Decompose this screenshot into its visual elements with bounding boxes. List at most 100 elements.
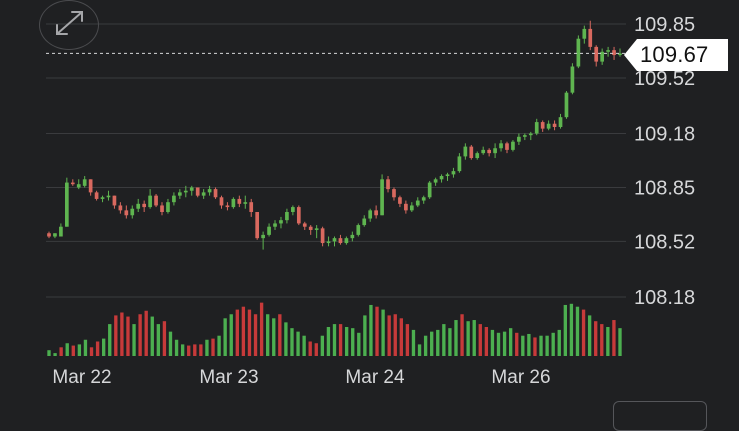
candle-body: [279, 220, 283, 224]
volume-bar: [594, 321, 598, 356]
candle-body: [148, 195, 152, 208]
candle-body: [427, 182, 432, 198]
last-price-value: 109.67: [640, 42, 709, 67]
candle-body: [606, 50, 610, 52]
volume-bar: [569, 303, 574, 356]
x-axis-label: Mar 22: [52, 367, 111, 388]
volume-bar: [59, 347, 63, 356]
volume-bar: [108, 324, 112, 356]
volume-bar: [442, 324, 446, 356]
candle-body: [142, 203, 147, 208]
volume-bar: [430, 331, 434, 356]
candle-body: [374, 210, 378, 216]
volume-bar: [235, 309, 239, 356]
volume-bar: [193, 344, 197, 356]
bottom-control[interactable]: [613, 401, 707, 431]
volume-bar: [508, 328, 513, 356]
volume-bar: [575, 306, 580, 356]
candle-body: [302, 223, 307, 227]
volume-bar: [150, 316, 154, 356]
volume-bar: [448, 328, 452, 356]
candle-body: [195, 187, 200, 196]
volume-bar: [338, 324, 343, 356]
volume-bar: [168, 331, 173, 356]
volume-bar: [515, 332, 519, 356]
volume-bar: [308, 341, 312, 356]
candle-body: [273, 223, 277, 227]
volume-bar: [326, 327, 331, 356]
candle-body: [564, 92, 569, 118]
volume-bar: [89, 347, 94, 356]
volume-bar: [101, 338, 106, 356]
price-chart[interactable]: 109.85 109.52 109.18 108.85 108.52 108.18 Mar…: [0, 0, 739, 415]
candle-body: [415, 200, 420, 206]
candle-body: [207, 189, 212, 193]
volume-bar: [496, 332, 501, 356]
candle-body: [517, 136, 521, 142]
volume-bar: [205, 339, 209, 356]
volume-bar: [132, 324, 136, 356]
volume-bar: [472, 320, 476, 356]
volume-bar: [290, 328, 294, 356]
candle-body: [314, 228, 319, 230]
candle-body: [481, 149, 486, 154]
x-axis-label: Mar 24: [345, 367, 405, 388]
volume-bar: [95, 341, 100, 356]
volume-bar: [284, 322, 288, 356]
volume-bar: [551, 332, 555, 356]
volume-bar: [247, 309, 252, 356]
candle-body: [350, 234, 355, 239]
volume-bar: [484, 327, 489, 356]
volume-bar: [423, 335, 428, 356]
expand-button[interactable]: [39, 0, 99, 50]
candlesticks: [47, 20, 622, 250]
candle-body: [398, 197, 402, 204]
candle-body: [362, 218, 367, 226]
volume-bar: [180, 344, 185, 356]
volume-bar: [351, 328, 355, 356]
candle-body: [600, 51, 605, 62]
candle-body: [112, 195, 117, 206]
volume-bar: [320, 335, 325, 356]
candle-body: [160, 205, 164, 212]
candle-body: [326, 241, 331, 244]
candle-body: [451, 171, 456, 175]
volume-bar: [344, 327, 349, 356]
volume-bar: [156, 324, 161, 356]
volume-bar: [138, 314, 142, 356]
candle-body: [404, 203, 408, 211]
candle-body: [582, 28, 587, 39]
volume-bar: [363, 315, 367, 356]
candle-body: [261, 234, 265, 239]
volume-bar: [454, 320, 458, 356]
volume-bar: [332, 324, 337, 356]
volume-bar: [478, 324, 482, 356]
candle-body: [76, 184, 81, 188]
candle-body: [332, 238, 337, 242]
volume-bar: [47, 350, 51, 356]
candle-body: [106, 195, 111, 198]
volume-bar: [83, 339, 88, 356]
candle-body: [291, 207, 295, 212]
volume-bar: [490, 329, 495, 356]
candle-body: [201, 192, 206, 196]
volume-bar: [272, 318, 276, 356]
candle-body: [225, 205, 230, 208]
volume-bar: [375, 306, 379, 356]
candle-body: [439, 176, 444, 180]
candle-body: [320, 228, 325, 244]
volume-bar: [557, 329, 561, 356]
candle-body: [231, 198, 236, 208]
volume-bar: [587, 315, 592, 356]
candle-body: [433, 179, 438, 183]
candle-body: [344, 238, 349, 244]
volume-bar: [278, 314, 282, 356]
candle-body: [546, 123, 551, 129]
volume-bar: [612, 320, 616, 356]
candle-body: [249, 202, 254, 212]
volume-bar: [600, 324, 604, 356]
candle-body: [380, 179, 384, 216]
candle-body: [64, 182, 69, 227]
candle-body: [267, 226, 271, 235]
